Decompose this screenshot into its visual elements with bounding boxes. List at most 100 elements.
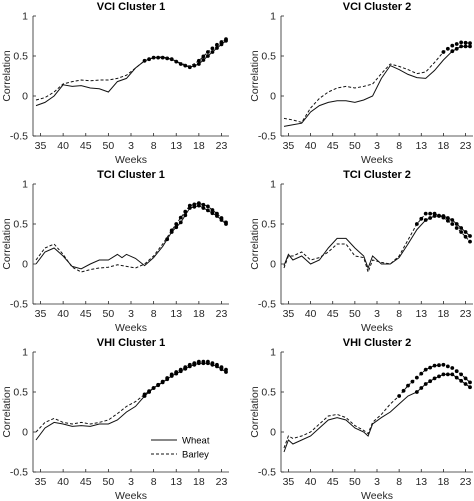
x-tick-label: 18 — [438, 308, 450, 320]
series-line-wheat — [283, 45, 470, 127]
significance-marker — [210, 46, 215, 51]
chart-panel: -0.5 0 0.5 1 35 40 45 50 3 8 13 18 23 VHI Cluster 2 We… — [249, 337, 473, 501]
x-tick-label: 35 — [283, 140, 295, 152]
x-tick-label: 40 — [57, 140, 69, 152]
y-tick-label: 0.5 — [13, 387, 28, 399]
significance-marker — [201, 54, 206, 59]
x-tick-label: 3 — [128, 308, 134, 320]
significance-marker — [219, 216, 224, 220]
y-tick-label: 0 — [270, 91, 276, 103]
significance-marker — [160, 379, 165, 384]
x-tick-label: 23 — [216, 308, 228, 320]
significance-marker — [454, 375, 459, 380]
x-tick-label: 35 — [35, 308, 47, 320]
significance-marker — [419, 371, 424, 376]
significance-marker — [437, 363, 441, 368]
significance-marker — [450, 49, 455, 54]
series-line-barley — [283, 41, 471, 123]
significance-marker — [428, 211, 433, 216]
y-tick-label: 0.5 — [261, 387, 276, 399]
x-tick-label: 13 — [415, 140, 427, 152]
series-line-wheat — [35, 205, 227, 270]
significance-marker — [160, 55, 165, 60]
significance-marker — [224, 220, 228, 225]
y-tick-label: -0.5 — [10, 131, 28, 143]
significance-marker — [468, 41, 472, 46]
y-tick-label: 0.5 — [261, 219, 276, 231]
panel-title: VHI Cluster 1 — [97, 337, 165, 349]
significance-marker — [419, 386, 424, 390]
legend-label: Wheat — [182, 436, 210, 447]
y-axis-label: Correlation — [249, 218, 261, 270]
significance-marker — [445, 218, 450, 223]
significance-marker — [454, 226, 459, 230]
significance-marker — [437, 374, 441, 379]
significance-marker — [445, 46, 450, 51]
significance-marker — [224, 367, 228, 372]
significance-marker — [414, 375, 419, 380]
x-axis-label: Weeks — [115, 322, 147, 334]
x-tick-label: 50 — [349, 140, 361, 152]
y-axis-label: Correlation — [249, 386, 261, 438]
significance-marker — [423, 382, 428, 386]
chart-panel: -0.5 0 0.5 1 35 40 45 50 3 8 13 18 23 TCI Cluster 2 We… — [249, 169, 473, 334]
significance-marker — [459, 378, 464, 383]
chart-panel: -0.5 0 0.5 1 35 40 45 50 3 8 13 18 23 VCI Cluster 2 We… — [249, 1, 473, 166]
y-tick-label: -0.5 — [258, 299, 276, 311]
significance-marker — [406, 383, 410, 388]
significance-marker — [432, 211, 437, 216]
y-tick-label: 0 — [270, 259, 276, 271]
significance-marker — [468, 234, 472, 238]
significance-marker — [414, 222, 419, 226]
legend-label: Barley — [182, 450, 209, 461]
significance-marker — [459, 44, 464, 49]
significance-marker — [210, 361, 215, 366]
significance-marker — [463, 40, 468, 45]
x-tick-label: 40 — [305, 308, 317, 320]
significance-marker — [183, 365, 188, 370]
series-line-wheat — [35, 40, 227, 107]
x-axis-label: Weeks — [115, 490, 147, 501]
y-tick-label: 0.5 — [13, 51, 28, 63]
significance-marker — [169, 372, 174, 377]
significance-marker — [219, 365, 224, 370]
chart-panel: -0.5 0 0.5 1 35 40 45 50 3 8 13 18 23 TCI Cluster 1 We… — [1, 169, 229, 334]
x-tick-label: 3 — [374, 140, 380, 152]
significance-marker — [468, 380, 472, 385]
y-tick-label: 1 — [22, 11, 28, 23]
significance-marker — [196, 359, 201, 364]
x-axis-label: Weeks — [361, 490, 393, 501]
significance-marker — [437, 213, 441, 218]
x-tick-label: 45 — [327, 476, 339, 488]
panel-title: TCI Cluster 2 — [343, 169, 411, 181]
significance-marker — [165, 376, 170, 380]
significance-marker — [183, 209, 188, 214]
significance-marker — [410, 379, 415, 384]
panel-title: TCI Cluster 1 — [97, 169, 165, 181]
series-line-wheat — [283, 373, 471, 453]
significance-marker — [219, 40, 224, 44]
x-tick-label: 18 — [193, 308, 205, 320]
significance-marker — [450, 218, 455, 222]
significance-marker — [423, 218, 428, 222]
significance-marker — [151, 55, 156, 60]
x-tick-label: 13 — [415, 476, 427, 488]
x-tick-label: 8 — [396, 140, 402, 152]
significance-marker — [206, 50, 210, 54]
x-axis-label: Weeks — [115, 154, 147, 166]
significance-marker — [165, 237, 170, 242]
significance-marker — [142, 392, 147, 397]
y-tick-label: 1 — [22, 347, 28, 359]
significance-marker — [445, 372, 450, 377]
significance-marker — [169, 228, 174, 233]
x-tick-label: 50 — [349, 476, 361, 488]
significance-marker — [445, 216, 450, 220]
significance-marker — [187, 203, 192, 208]
x-tick-label: 45 — [327, 140, 339, 152]
x-axis-label: Weeks — [361, 322, 393, 334]
y-axis-label: Correlation — [1, 218, 13, 270]
significance-marker — [423, 367, 428, 372]
significance-marker — [156, 55, 161, 60]
significance-marker — [459, 226, 464, 230]
significance-marker — [432, 363, 437, 368]
